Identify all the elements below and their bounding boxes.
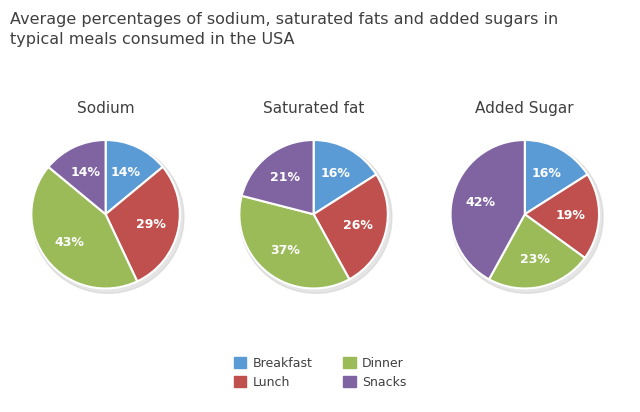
Text: 16%: 16% (321, 167, 351, 180)
Wedge shape (314, 140, 376, 214)
Text: 26%: 26% (343, 219, 373, 232)
Text: Average percentages of sodium, saturated fats and added sugars in
typical meals : Average percentages of sodium, saturated… (10, 12, 558, 47)
Wedge shape (106, 140, 163, 214)
Text: 23%: 23% (520, 253, 550, 266)
Text: 14%: 14% (110, 166, 140, 179)
Text: 21%: 21% (270, 171, 300, 185)
Text: 43%: 43% (54, 236, 84, 249)
Ellipse shape (240, 141, 392, 293)
Title: Added Sugar: Added Sugar (476, 101, 574, 116)
Wedge shape (49, 140, 106, 214)
Wedge shape (451, 140, 525, 279)
Wedge shape (489, 214, 585, 288)
Wedge shape (242, 140, 314, 214)
Ellipse shape (32, 141, 184, 293)
Title: Saturated fat: Saturated fat (263, 101, 364, 116)
Wedge shape (525, 174, 599, 258)
Ellipse shape (451, 141, 603, 293)
Wedge shape (314, 174, 388, 279)
Wedge shape (31, 167, 137, 288)
Text: 42%: 42% (465, 196, 495, 209)
Text: 19%: 19% (556, 209, 586, 222)
Wedge shape (525, 140, 588, 214)
Text: 29%: 29% (136, 218, 166, 231)
Text: 37%: 37% (271, 244, 300, 257)
Wedge shape (239, 196, 349, 288)
Wedge shape (106, 167, 180, 281)
Text: 16%: 16% (532, 167, 562, 180)
Legend: Breakfast, Lunch, Dinner, Snacks: Breakfast, Lunch, Dinner, Snacks (227, 351, 413, 395)
Text: 14%: 14% (71, 166, 101, 179)
Title: Sodium: Sodium (77, 101, 134, 116)
